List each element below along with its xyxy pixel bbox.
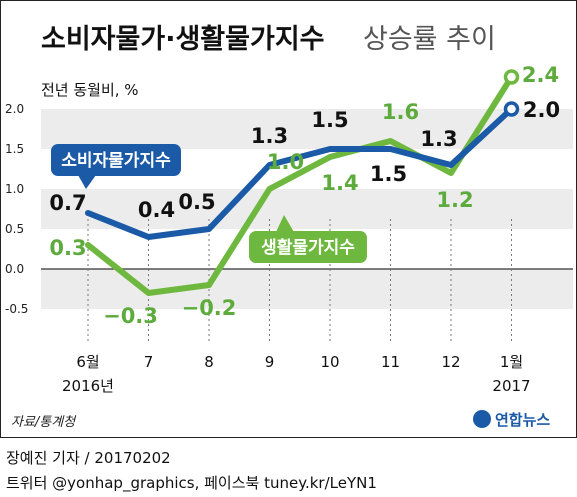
x-tick-label: 11 [381,353,400,371]
data-label-cpi: 1.3 [251,124,288,148]
callout-label: 생활물가지수 [261,237,355,258]
footer: 장예진 기자 / 20170202 트위터 @yonhap_graphics, … [6,446,377,496]
logo-text: 연합뉴스 [495,411,550,429]
y-tick-label: 0.0 [5,262,24,276]
x-axis-ticks: 6월 2016년 7 8 9 10 11 12 1월 2017 [62,353,531,395]
x-tick-label: 6월 [76,353,99,371]
callout-label: 소비자물가지수 [61,151,171,171]
chart-title: 소비자물가·생활물가지수 [41,24,325,55]
data-label-cpi: 2.0 [523,98,560,122]
chart-subtitle: 상승률 추이 [363,24,496,55]
y-tick-label: -0.5 [5,302,28,316]
grid-band [41,269,573,309]
callout-box [51,144,181,176]
footer-byline: 장예진 기자 / 20170202 [6,449,171,467]
x-tick-label: 8 [204,353,214,371]
data-label-cpi: 1.3 [420,127,457,151]
callout-pointer [78,175,96,189]
series-line-living [85,74,515,296]
series-end-marker [503,101,520,117]
logo-icon [473,410,491,428]
grid-bands [41,109,573,309]
data-labels: 0.7 0.4 0.5 1.3 1.5 1.5 1.3 2.0 0.3 −0.3 −0.2 1.0 1.… [49,63,560,328]
data-label-living: −0.3 [103,304,158,328]
yonhap-logo: 연합뉴스 [473,410,550,429]
x-tick-label: 10 [320,353,339,371]
series-line-cpi [85,106,515,240]
data-label-living: 1.0 [267,150,304,174]
data-label-living: 2.4 [522,63,559,87]
data-label-living: 1.4 [321,171,358,195]
y-tick-label: 1.0 [5,182,24,196]
y-tick-label: 0.5 [5,222,24,236]
data-label-living: 0.3 [49,236,86,260]
x-tick-label: 12 [441,353,460,371]
x-tick-label: 7 [144,353,154,371]
data-label-living: 1.6 [382,100,419,124]
y-axis-ticks: 2.0 1.5 1.0 0.5 0.0 -0.5 [5,102,28,316]
unit-label: 전년 동월비, % [41,81,139,99]
series-end-marker [503,69,520,85]
callout-cpi: 소비자물가지수 [51,144,181,189]
data-label-cpi: 0.5 [178,190,215,214]
series-group [85,69,520,296]
x-tick-label: 1월 [500,353,523,371]
callout-pointer [276,215,294,232]
data-label-cpi: 1.5 [311,108,348,132]
data-label-cpi: 1.5 [370,162,407,186]
data-label-living: −0.2 [182,296,237,320]
x-tick-sublabel: 2017 [492,377,530,395]
callout-box [249,231,367,263]
data-label-living: 1.2 [436,188,473,212]
x-tick-label: 9 [265,353,275,371]
data-label-cpi: 0.4 [138,198,175,222]
footer-social: 트위터 @yonhap_graphics, 페이스북 tuney.kr/LeYN… [6,474,377,492]
x-tick-sublabel: 2016년 [62,377,114,395]
grid-band [41,189,573,229]
callout-living: 생활물가지수 [249,215,367,263]
source-note: 자료/통계청 [11,415,77,430]
y-tick-label: 1.5 [5,142,24,156]
chart-svg: 소비자물가·생활물가지수 상승률 추이 전년 동월비, % 2.01.51.00… [5,24,573,430]
y-tick-label: 2.0 [5,102,24,116]
chart-frame: 소비자물가·생활물가지수 상승률 추이 전년 동월비, % 2.0 1.5 1.0 0… [0,0,577,438]
data-label-cpi: 0.7 [49,191,86,215]
